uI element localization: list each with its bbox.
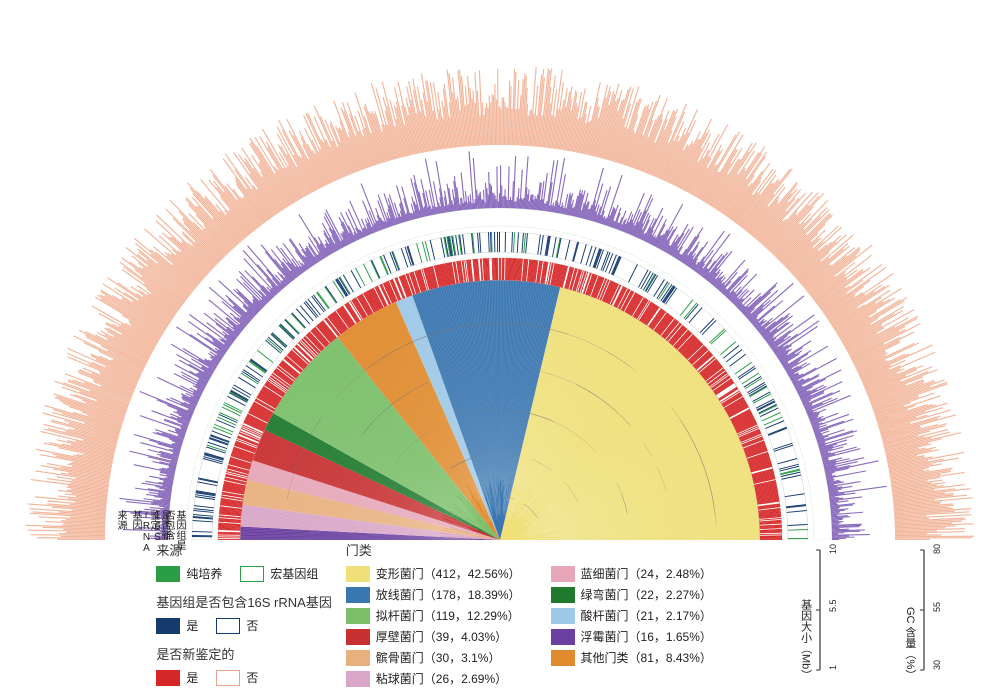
swatch xyxy=(346,629,370,645)
swatch xyxy=(156,618,180,634)
phyla-item: 粘球菌门（26，2.69%） xyxy=(346,670,521,687)
legend-item-label: 纯培养 xyxy=(186,565,222,582)
ring-label-source: 来源 xyxy=(115,510,126,530)
phyla-item: 变形菌门（412，42.56%） xyxy=(346,565,521,582)
swatch xyxy=(346,587,370,603)
legend-phyla-block: 门类 变形菌门（412，42.56%） 放线菌门（178，18.39%） 拟杆菌门（… xyxy=(346,540,782,688)
legend-item-label: 放线菌门（178，18.39%） xyxy=(376,586,521,603)
novel-item: 是 xyxy=(156,669,198,686)
swatch xyxy=(240,566,264,582)
legend-source-block: 来源 纯培养宏基因组 基因组是否包含16S rRNA基因 是否 是否新鉴定的 是… xyxy=(156,540,345,688)
has16s-item: 是 xyxy=(156,617,198,634)
legend-item-label: 酸杆菌门（21，2.17%） xyxy=(581,607,712,624)
swatch xyxy=(551,566,575,582)
phyla-column: 变形菌门（412，42.56%） 放线菌门（178，18.39%） 拟杆菌门（119… xyxy=(346,565,521,688)
swatch xyxy=(156,670,180,686)
axis-gc-label: GC 含量（%） xyxy=(904,607,916,680)
axis-gc: GC 含量（%） 30 55 80 xyxy=(896,540,1000,680)
phyla-column: 蓝细菌门（24，2.48%） 绿弯菌门（22，2.27%） 酸杆菌门（21，2.17… xyxy=(551,565,712,688)
swatch xyxy=(551,629,575,645)
source-item: 宏基因组 xyxy=(240,565,318,582)
ring-label-novel: 是否新鉴定 xyxy=(148,510,170,540)
legend-phyla-title: 门类 xyxy=(346,540,782,559)
source-item: 纯培养 xyxy=(156,565,222,582)
swatch xyxy=(551,587,575,603)
axis-genome-size-label: 基因大小（Mb） xyxy=(800,599,812,680)
phyla-item: 厚壁菌门（39，4.03%） xyxy=(346,628,521,645)
phyla-item: 绿弯菌门（22，2.27%） xyxy=(551,586,712,603)
swatch xyxy=(551,608,575,624)
legend-area: 来源 纯培养宏基因组 基因组是否包含16S rRNA基因 是否 是否新鉴定的 是… xyxy=(0,540,1000,693)
legend-item-label: 变形菌门（412，42.56%） xyxy=(376,565,521,582)
swatch xyxy=(156,566,180,582)
swatch xyxy=(216,670,240,686)
legend-item-label: 绿弯菌门（22，2.27%） xyxy=(581,586,712,603)
phyla-item: 浮霉菌门（16，1.65%） xyxy=(551,628,712,645)
phyla-item: 放线菌门（178，18.39%） xyxy=(346,586,521,603)
phyla-item: 髌骨菌门（30，3.1%） xyxy=(346,649,521,666)
swatch xyxy=(346,650,370,666)
circular-chart: 来源 基因组是否包含16S rRNA基因 是否新鉴定 xyxy=(0,0,1000,540)
swatch xyxy=(346,566,370,582)
swatch xyxy=(346,671,370,687)
legend-item-label: 否 xyxy=(246,669,258,686)
phyla-item: 其他门类（81，8.43%） xyxy=(551,649,712,666)
legend-item-label: 是 xyxy=(186,669,198,686)
legend-item-label: 厚壁菌门（39，4.03%） xyxy=(376,628,507,645)
legend-has16s-title: 基因组是否包含16S rRNA基因 xyxy=(156,592,345,611)
legend-item-label: 蓝细菌门（24，2.48%） xyxy=(581,565,712,582)
swatch xyxy=(551,650,575,666)
swatch xyxy=(216,618,240,634)
phyla-item: 酸杆菌门（21，2.17%） xyxy=(551,607,712,624)
axis-genome-size: 基因大小（Mb） 1 5.5 10 xyxy=(792,540,896,680)
legend-item-label: 是 xyxy=(186,617,198,634)
legend-item-label: 粘球菌门（26，2.69%） xyxy=(376,670,507,687)
legend-item-label: 其他门类（81，8.43%） xyxy=(581,649,712,666)
legend-item-label: 宏基因组 xyxy=(270,565,318,582)
novel-item: 否 xyxy=(216,669,258,686)
swatch xyxy=(346,608,370,624)
legend-item-label: 浮霉菌门（16，1.65%） xyxy=(581,628,712,645)
has16s-item: 否 xyxy=(216,617,258,634)
phyla-item: 蓝细菌门（24，2.48%） xyxy=(551,565,712,582)
legend-item-label: 否 xyxy=(246,617,258,634)
legend-item-label: 拟杆菌门（119，12.29%） xyxy=(376,607,520,624)
legend-item-label: 髌骨菌门（30，3.1%） xyxy=(376,649,501,666)
legend-novel-title: 是否新鉴定的 xyxy=(156,644,345,663)
chart-svg xyxy=(0,0,1000,540)
legend-source-title: 来源 xyxy=(156,540,345,559)
phyla-item: 拟杆菌门（119，12.29%） xyxy=(346,607,521,624)
